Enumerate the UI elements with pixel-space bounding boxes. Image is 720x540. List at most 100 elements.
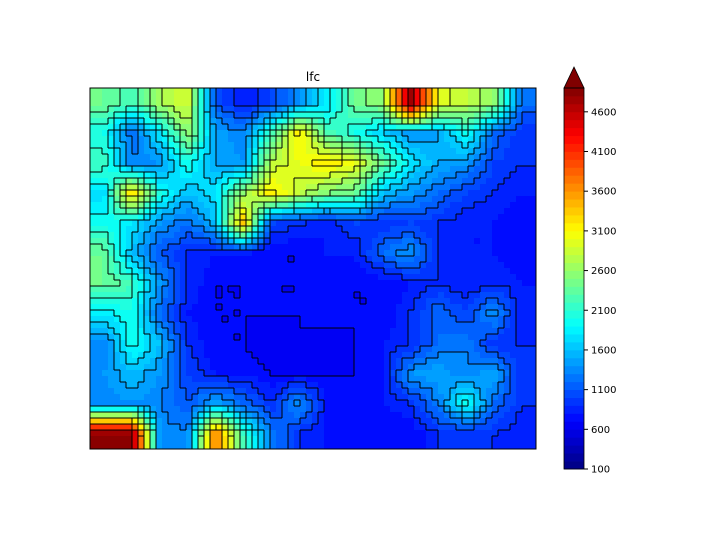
contour-cell [156, 316, 163, 323]
contour-cell [390, 130, 397, 137]
contour-cell [90, 124, 97, 131]
contour-cell [396, 442, 403, 449]
contour-cell [534, 232, 537, 239]
contour-cell [306, 178, 313, 185]
contour-cell [204, 202, 211, 209]
contour-cell [456, 100, 463, 107]
contour-cell [216, 88, 223, 95]
contour-cell [234, 304, 241, 311]
contour-cell [150, 358, 157, 365]
contour-cell [492, 124, 499, 131]
contour-cell [252, 250, 259, 257]
contour-cell [162, 88, 169, 95]
contour-cell [264, 178, 271, 185]
contour-cell [324, 340, 331, 347]
contour-cell [174, 388, 181, 395]
contour-cell [234, 286, 241, 293]
colorbar-band [564, 254, 584, 264]
contour-cell [258, 262, 265, 269]
contour-cell [282, 340, 289, 347]
contour-cell [168, 388, 175, 395]
contour-cell [276, 148, 283, 155]
contour-cell [114, 286, 121, 293]
contour-cell [264, 160, 271, 167]
contour-cell [228, 232, 235, 239]
contour-cell [492, 244, 499, 251]
contour-cell [270, 430, 277, 437]
contour-cell [390, 364, 397, 371]
contour-cell [348, 148, 355, 155]
contour-cell [312, 166, 319, 173]
contour-cell [366, 172, 373, 179]
contour-cell [132, 286, 139, 293]
contour-cell [372, 250, 379, 257]
contour-cell [444, 442, 451, 449]
contour-cell [132, 232, 139, 239]
contour-cell [414, 346, 421, 353]
contour-cell [480, 106, 487, 113]
contour-cell [402, 256, 409, 263]
contour-cell [222, 280, 229, 287]
contour-cell [348, 382, 355, 389]
contour-cell [210, 220, 217, 227]
contour-cell [120, 106, 127, 113]
contour-cell [258, 292, 265, 299]
contour-cell [168, 364, 175, 371]
contour-cell [450, 310, 457, 317]
contour-cell [444, 376, 451, 383]
contour-cell [246, 142, 253, 149]
contour-cell [354, 214, 361, 221]
contour-cell [480, 358, 487, 365]
contour-cell [264, 142, 271, 149]
colorbar-band [564, 135, 584, 144]
contour-cell [246, 256, 253, 263]
contour-cell [450, 316, 457, 323]
contour-cell [144, 226, 151, 233]
contour-cell [330, 388, 337, 395]
contour-cell [108, 352, 115, 359]
contour-cell [240, 208, 247, 215]
contour-cell [186, 124, 193, 131]
contour-cell [300, 166, 307, 173]
contour-cell [402, 406, 409, 413]
contour-cell [228, 190, 235, 197]
contour-cell [534, 226, 537, 233]
contour-cell [414, 148, 421, 155]
contour-cell [324, 196, 331, 203]
contour-cell [150, 154, 157, 161]
contour-cell [312, 160, 319, 167]
contour-cell [324, 364, 331, 371]
contour-cell [486, 292, 493, 299]
contour-cell [258, 298, 265, 305]
contour-cell [150, 136, 157, 143]
contour-cell [522, 94, 529, 101]
contour-cell [462, 226, 469, 233]
contour-cell [516, 322, 523, 329]
contour-cell [342, 394, 349, 401]
contour-cell [432, 394, 439, 401]
contour-cell [342, 196, 349, 203]
contour-cell [120, 196, 127, 203]
contour-cell [510, 442, 517, 449]
contour-cell [492, 346, 499, 353]
contour-cell [210, 160, 217, 167]
contour-cell [522, 142, 529, 149]
contour-cell [270, 256, 277, 263]
contour-cell [474, 280, 481, 287]
contour-cell [138, 430, 145, 437]
contour-cell [498, 334, 505, 341]
contour-cell [462, 94, 469, 101]
contour-cell [162, 160, 169, 167]
contour-cell [126, 238, 133, 245]
colorbar-band [564, 310, 584, 319]
contour-cell [186, 346, 193, 353]
contour-cell [510, 196, 517, 203]
contour-cell [450, 304, 457, 311]
contour-cell [378, 262, 385, 269]
contour-cell [186, 370, 193, 377]
contour-cell [402, 268, 409, 275]
contour-cell [168, 334, 175, 341]
contour-cell [150, 262, 157, 269]
contour-cell [102, 358, 109, 365]
contour-cell [474, 118, 481, 125]
